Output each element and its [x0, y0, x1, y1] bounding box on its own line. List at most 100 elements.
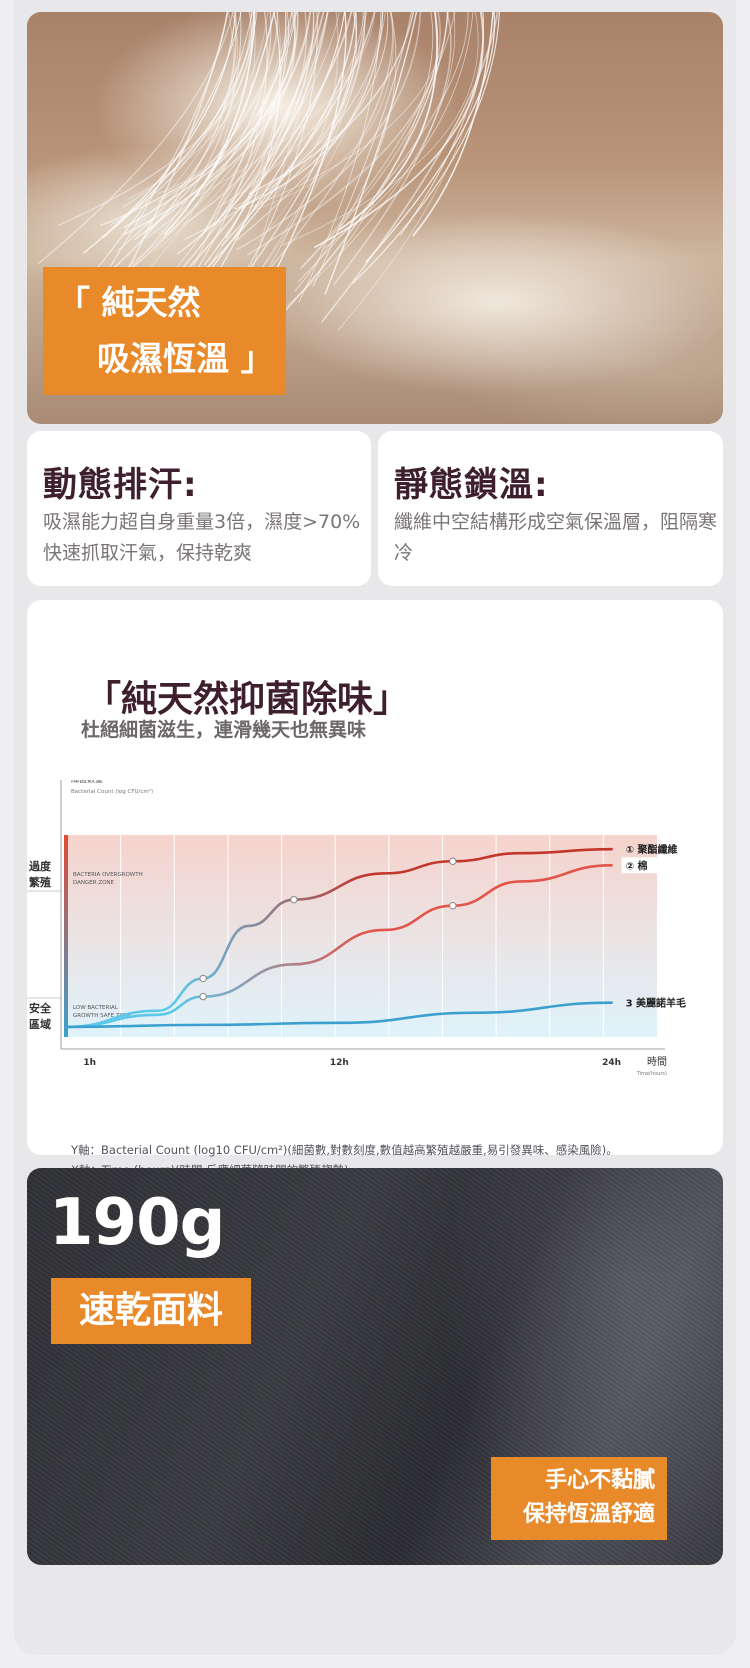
fiber-strand [242, 12, 366, 207]
fiber-strand [82, 12, 236, 255]
fiber-strand [332, 12, 452, 286]
fiber-strand [163, 12, 256, 236]
x-axis-label: 時間 [647, 1056, 667, 1068]
fiber-strand [352, 12, 500, 284]
fiber-strand [104, 12, 272, 291]
fiber-strand [248, 12, 415, 195]
antibacterial-subtitle: 杜絕細菌滋生，連滑幾天也無異味 [81, 719, 367, 741]
fiber-strand [163, 12, 286, 291]
bacteria-growth-chart: 細菌數量 Bacterial Count (log CFU/cm²) 過度繁殖安全區… [27, 780, 686, 1077]
fiber-strand [299, 12, 439, 270]
series-point [449, 902, 457, 910]
zone-label: GROWTH SAFE ZONE [73, 1013, 132, 1019]
fabric-image: 190g 速乾面料 手心不黏膩 保持恆溫舒適 [27, 1168, 723, 1565]
zone-label: LOW BACTERIAL [73, 1005, 119, 1011]
fiber-strand [294, 12, 397, 292]
fiber-strand [184, 12, 357, 240]
tagline-line2: 保持恆溫舒適 [522, 1502, 655, 1527]
fiber-strand [117, 12, 258, 252]
fiber-strand [246, 12, 441, 256]
hero-label: 「 純天然 吸濕恆溫 」 [43, 267, 286, 395]
fiber-strand [324, 12, 418, 295]
series-line [65, 1001, 613, 1029]
fiber-strand [412, 12, 494, 237]
fiber-strand [183, 12, 308, 226]
series-legend-label: 3 美麗諾羊毛 [626, 997, 686, 1010]
zone-side-label: 區域 [29, 1017, 51, 1031]
fiber-strand [240, 12, 383, 300]
hero-label-line2: 吸濕恆溫 」 [97, 339, 274, 378]
fiber-strand [220, 12, 376, 247]
fiber-strand [100, 12, 296, 227]
fiber-strand [164, 12, 353, 294]
fabric-weight: 190g [49, 1186, 225, 1260]
fiber-strand [157, 12, 256, 195]
zone-side-label: 過度 [28, 859, 52, 873]
fiber-strand [235, 12, 422, 251]
wool-fiber-illustration [37, 12, 500, 331]
fiber-strand [297, 12, 469, 282]
feature-title: 動態排汗: [43, 465, 198, 505]
fiber-strand [252, 12, 364, 249]
fiber-strand [236, 12, 389, 241]
comfort-tagline: 手心不黏膩 保持恆溫舒適 [491, 1457, 667, 1540]
feature-card-dynamic: 動態排汗: 吸濕能力超自身重量3倍，濕度>70% 快速抓取汗氣，保持乾爽 [27, 431, 371, 586]
zone-side-label: 安全 [29, 1001, 52, 1015]
antibacterial-title: 「純天然抑菌除味」 [85, 679, 410, 720]
zone-label: BACTERIA OVERGROWTH [73, 872, 143, 878]
series-legend-label: ① 聚酯纖維 [626, 843, 678, 856]
fiber-strand [148, 12, 279, 231]
x-axis-label-en: Time(hours) [636, 1071, 667, 1077]
antibacterial-card: 「純天然抑菌除味」 杜絕細菌滋生，連滑幾天也無異味 細菌數量 Bacterial … [27, 600, 723, 1177]
wool-fiber-hero-image: 「 純天然 吸濕恆溫 」 [27, 12, 723, 424]
feature-card-static: 靜態鎖溫: 纖維中空結構形成空氣保溫層，阻隔寒冷 [378, 431, 723, 586]
x-tick-label: 12h [330, 1058, 349, 1068]
series-point [199, 974, 207, 983]
feature-desc: 纖維中空結構形成空氣保溫層，阻隔寒冷 [394, 511, 718, 564]
feature-title: 靜態鎖溫: [394, 465, 549, 505]
series-point [449, 857, 457, 865]
fiber-strand [92, 12, 228, 294]
series-line [65, 864, 613, 1029]
fiber-strand [281, 12, 449, 315]
feature-desc: 吸濕能力超自身重量3倍，濕度>70% 快速抓取汗氣，保持乾爽 [43, 511, 361, 564]
hero-label-line1: 「 純天然 [57, 283, 201, 322]
fiber-strand [181, 12, 376, 205]
fiber-strand [300, 12, 456, 269]
fiber-strand [231, 12, 386, 210]
fiber-strand [224, 12, 320, 239]
series-point [290, 895, 298, 904]
fiber-strand [122, 12, 252, 208]
fiber-strand [116, 12, 311, 276]
fiber-strand [176, 12, 329, 255]
series-point [199, 992, 207, 1001]
zone-label: DANGER ZONE [73, 880, 115, 886]
zone-axis-bar [64, 835, 68, 1037]
quick-dry-badge: 速乾面料 [51, 1278, 251, 1344]
fiber-strand [136, 12, 235, 282]
zone-side-label: 繁殖 [28, 875, 51, 889]
fiber-strand [283, 12, 456, 310]
fiber-strand [133, 12, 311, 241]
y-axis-label-en: Bacterial Count (log CFU/cm²) [71, 788, 153, 795]
fiber-strand [122, 12, 229, 280]
fiber-strand [252, 12, 339, 211]
y-axis-label: 細菌數量 [71, 780, 103, 784]
fiber-strand [217, 12, 329, 227]
fiber-strand [57, 12, 253, 227]
fiber-strand [87, 12, 237, 292]
x-tick-label: 1h [83, 1058, 96, 1068]
fiber-strand [313, 12, 485, 249]
series-legend-label: ② 棉 [626, 859, 648, 872]
legend-bg [621, 857, 662, 874]
fiber-strand [37, 12, 234, 265]
zone-band [67, 835, 657, 1037]
fiber-strand [255, 12, 394, 210]
fiber-strand [102, 12, 255, 239]
fiber-strand [365, 12, 496, 263]
y-axis-note: Y軸：Bacterial Count (log10 CFU/cm²)(細菌數,對… [71, 1143, 618, 1157]
fiber-strand [158, 12, 297, 202]
x-tick-label: 24h [602, 1058, 621, 1068]
fiber-strand [273, 12, 366, 193]
